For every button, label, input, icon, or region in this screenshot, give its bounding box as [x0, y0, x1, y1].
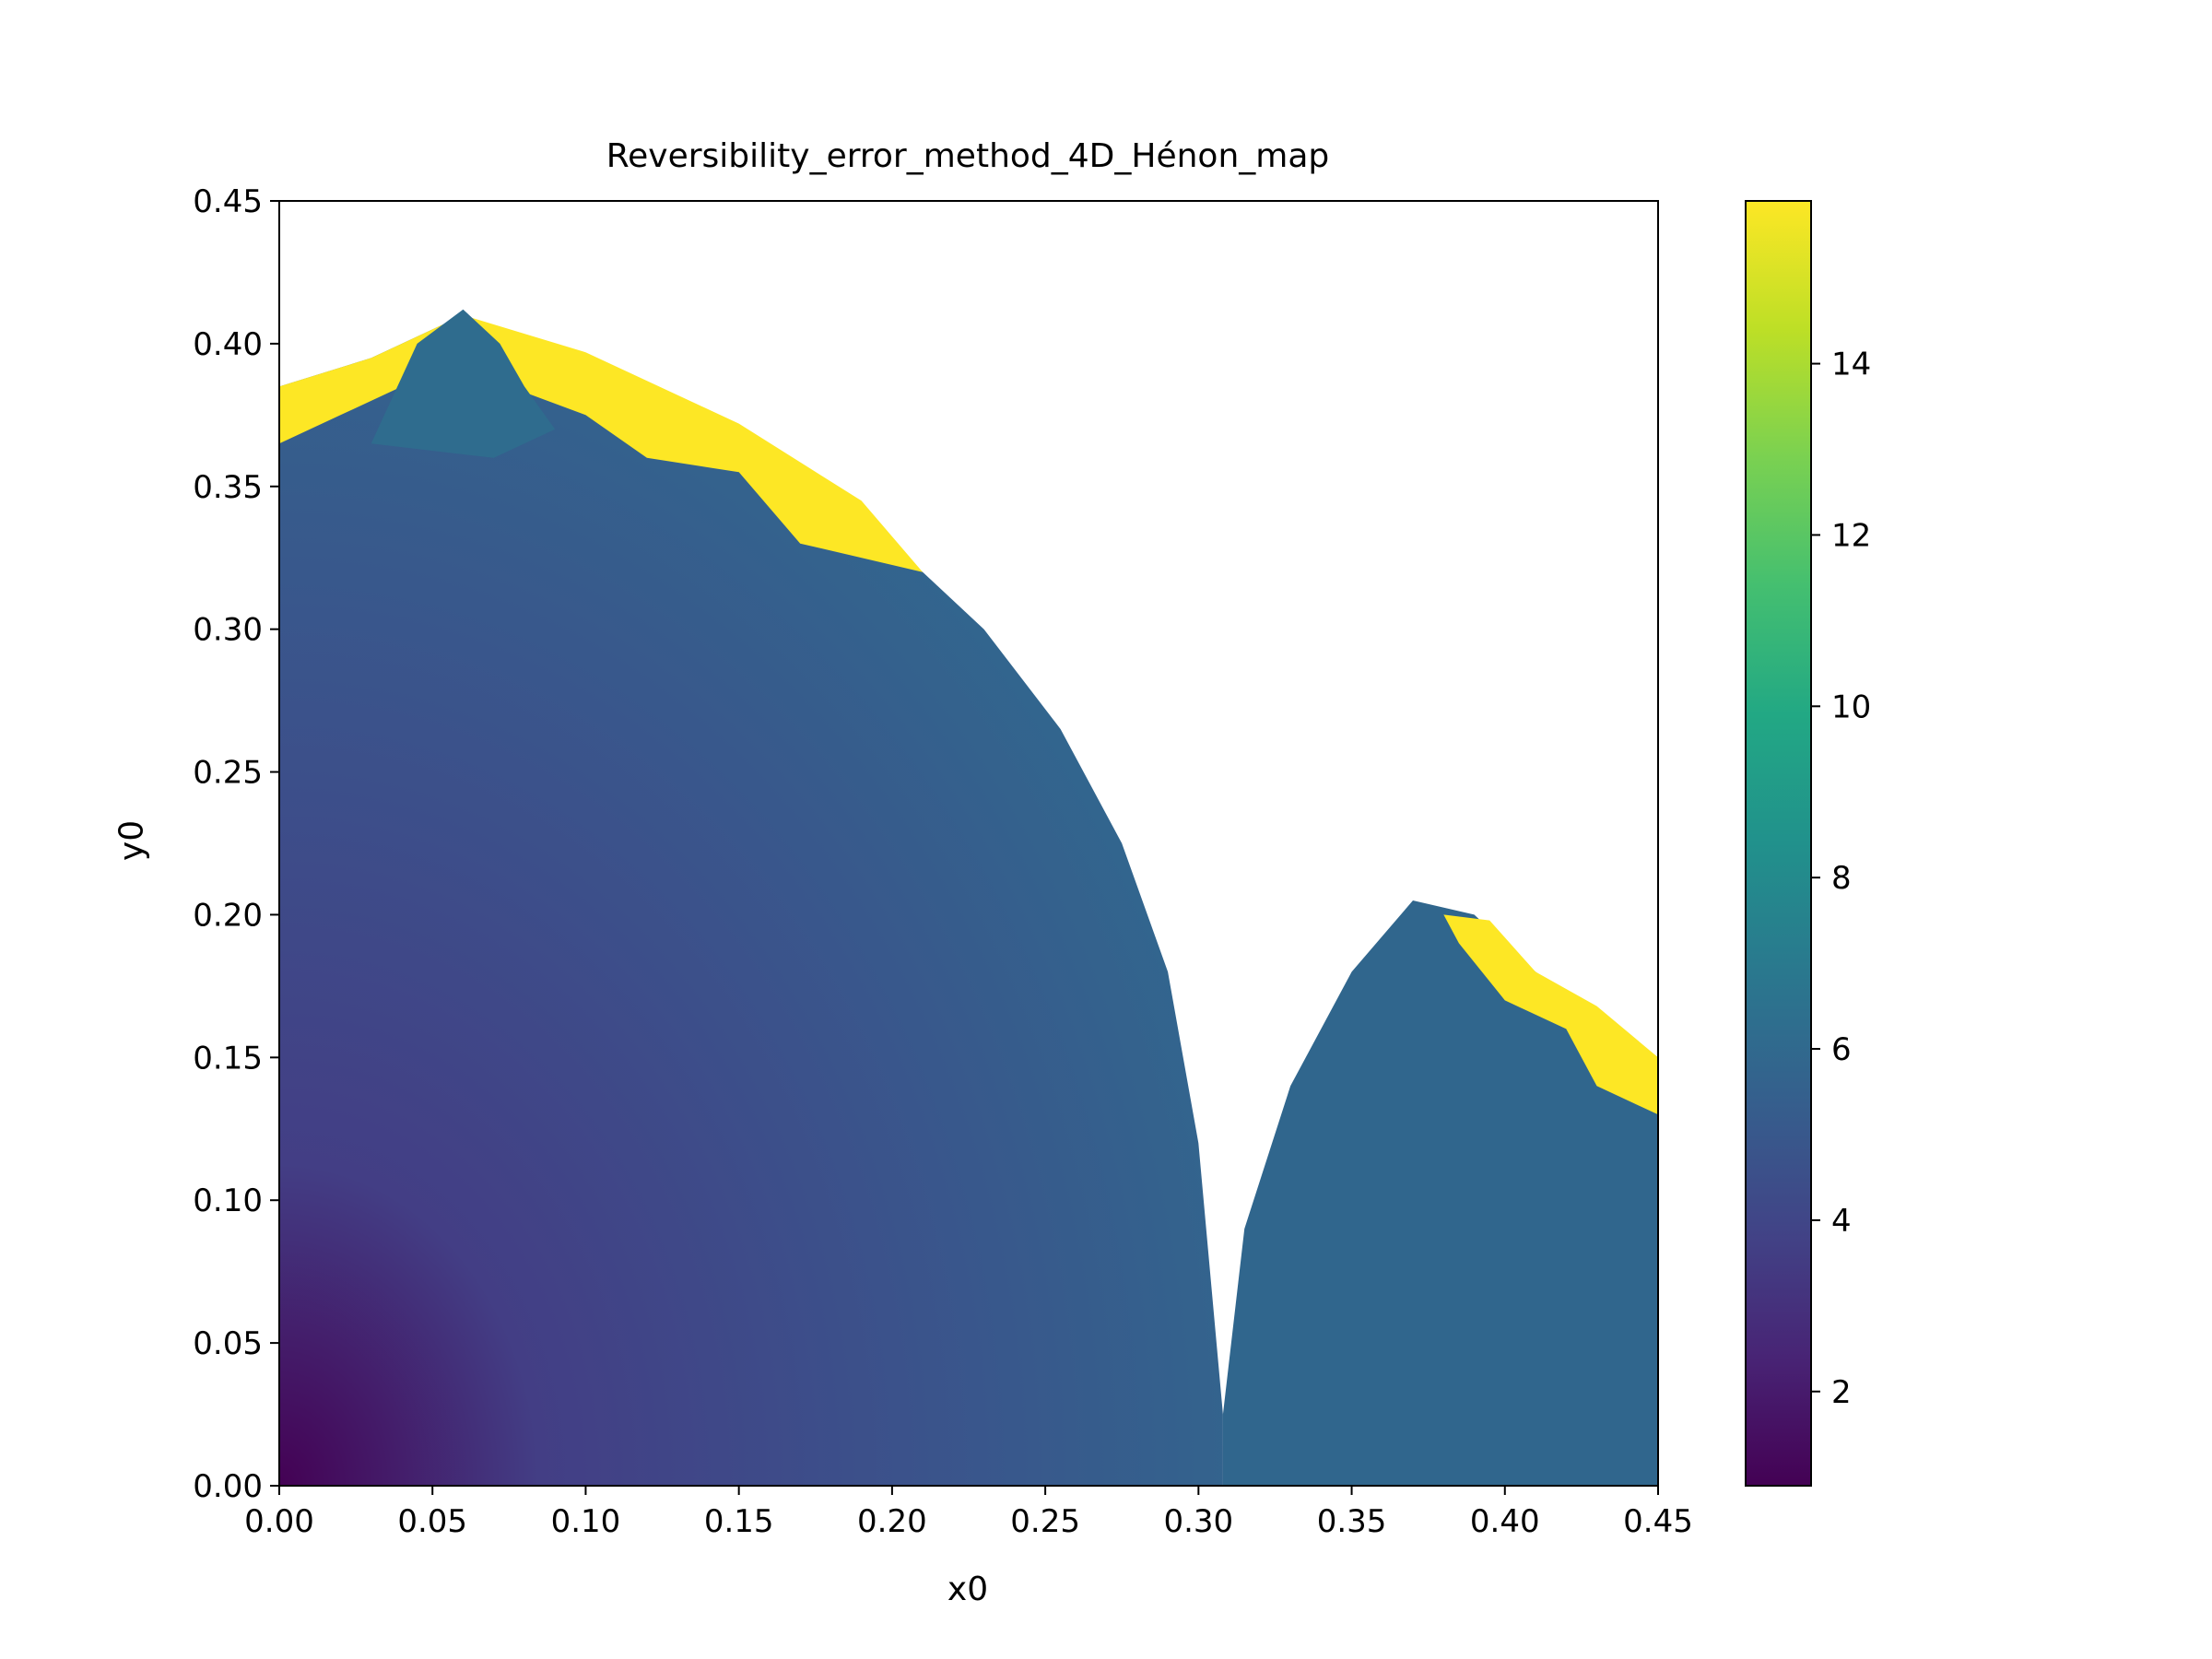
y-tick-label: 0.20	[193, 897, 263, 934]
x-tick-label: 0.40	[1470, 1503, 1540, 1540]
x-tick-label: 0.00	[244, 1503, 314, 1540]
x-tick-label: 0.25	[1010, 1503, 1080, 1540]
y-tick-label: 0.35	[193, 469, 263, 506]
colorbar-gradient	[1745, 200, 1812, 1487]
x-tick-label: 0.05	[397, 1503, 467, 1540]
yellow-fringe-left	[279, 314, 924, 572]
axes: 0.00 0.05 0.10 0.15 0.20 0.25 0.30 0.35 0.40 0.45…	[193, 183, 1693, 1540]
x-axis-label: x0	[947, 1571, 989, 1608]
x-tick-label: 0.45	[1623, 1503, 1693, 1540]
y-tick-label: 0.40	[193, 326, 263, 363]
colorbar: 2 4 6 8 10 12 14	[1745, 200, 1871, 1487]
colorbar-tick-label: 12	[1831, 517, 1871, 554]
y-tick-label: 0.30	[193, 612, 263, 649]
chart-title: Reversibility_error_method_4D_Hénon_map	[606, 137, 1330, 175]
x-tick-label: 0.30	[1163, 1503, 1233, 1540]
left-lobe-region	[279, 314, 1223, 1486]
colorbar-tick-label: 14	[1831, 347, 1871, 383]
heatmap-image	[279, 309, 1658, 1486]
x-tick-label: 0.10	[551, 1503, 621, 1540]
yellow-fringe-right	[1443, 914, 1658, 1115]
y-tick-label: 0.00	[193, 1468, 263, 1505]
x-tick-label: 0.35	[1317, 1503, 1387, 1540]
x-tick-label: 0.15	[704, 1503, 774, 1540]
y-tick-label: 0.05	[193, 1325, 263, 1362]
y-tick-label: 0.15	[193, 1040, 263, 1077]
y-tick-label: 0.25	[193, 755, 263, 792]
colorbar-tick-label: 4	[1831, 1203, 1852, 1240]
colorbar-tick-label: 6	[1831, 1031, 1852, 1068]
colorbar-tick-label: 8	[1831, 860, 1852, 897]
plot-frame	[278, 200, 1659, 1487]
x-tick-label: 0.20	[857, 1503, 927, 1540]
teal-bump	[371, 309, 556, 458]
right-lobe-region	[1222, 900, 1658, 1486]
colorbar-tick-label: 2	[1831, 1374, 1852, 1411]
y-tick-label: 0.10	[193, 1182, 263, 1219]
colorbar-tick-label: 10	[1831, 688, 1871, 725]
y-tick-label: 0.45	[193, 183, 263, 220]
